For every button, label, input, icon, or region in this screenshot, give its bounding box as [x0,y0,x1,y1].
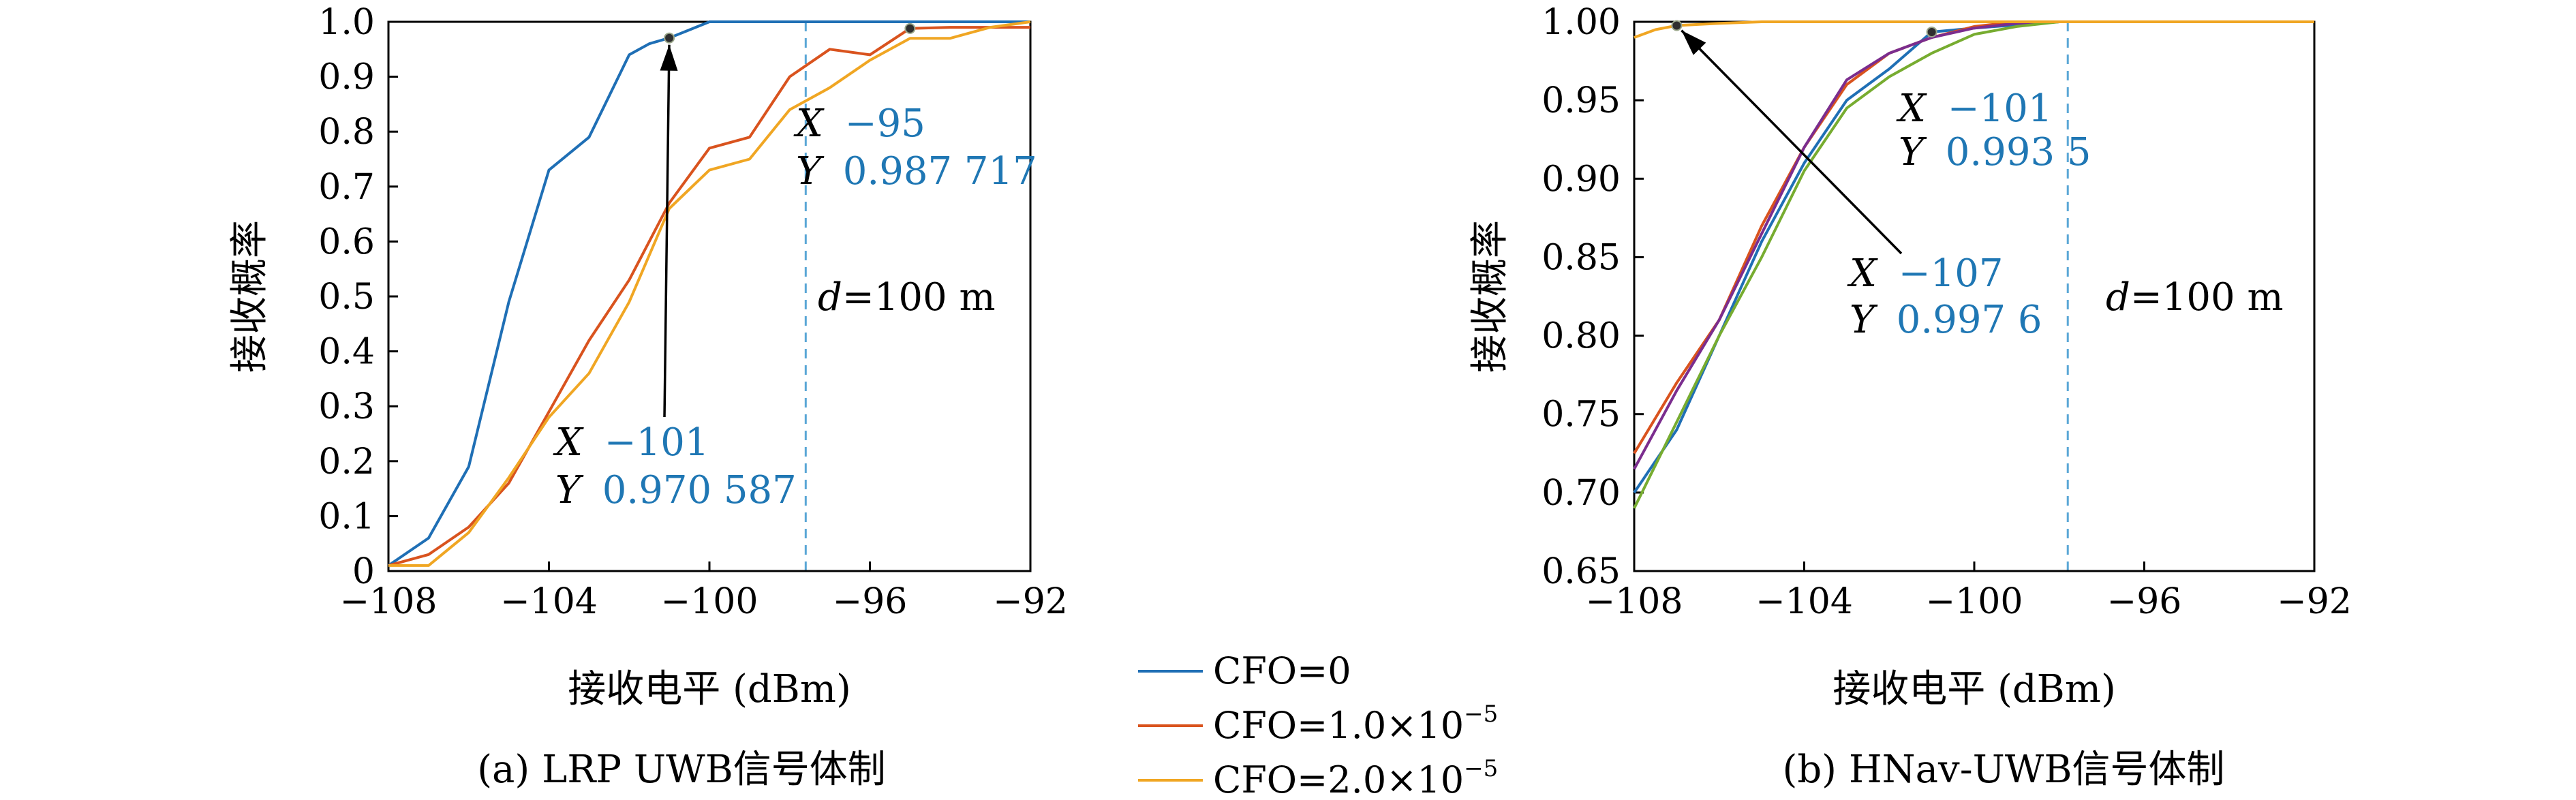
chart-panel-b: −108 −104 −100 −96 −92 0.65 0.70 0.75 0.80 0.85 0.… [1468,2,2352,792]
chart-b-distance-label: d=100 m [2106,275,2284,320]
chart-b-data-marker-1 [1926,26,1937,37]
chart-a-annotation-2-x: X −95 [793,102,925,146]
chart-b-xtick-label: −104 [1755,581,1853,622]
chart-a-ytick-label: 0.2 [318,442,375,482]
chart-a-annotation-2-y: Y 0.987 717 [796,149,1037,194]
chart-b-caption: (b) HNav-UWB信号体制 [1782,748,2224,792]
chart-b-ytick-label: 1.00 [1542,2,1621,43]
chart-a-ytick-label: 0.8 [318,112,375,153]
chart-a-series [387,20,1031,567]
chart-b-markers [1671,20,1937,37]
chart-a-distance-label: d=100 m [818,275,996,320]
chart-b-xtick-label: −92 [2277,581,2352,622]
chart-b-ytick-label: 0.80 [1542,316,1621,357]
chart-a-ytick-label: 0.9 [318,57,375,98]
chart-a-annotation-1-x: X −101 [553,420,709,465]
chart-b-annotation-2-y: Y 0.997 6 [1850,298,2042,342]
chart-a-series-line-3 [388,20,1031,567]
chart-b-ytick-label: 0.65 [1542,551,1621,592]
chart-a-ytick-label: 0.3 [318,386,375,427]
chart-a-series-line-1 [387,20,1030,567]
chart-b-ytick-label: 0.85 [1542,237,1621,278]
chart-a-ytick-label: 1.0 [318,2,375,43]
chart-b-arrows [1681,29,1903,255]
chart-a-ytick-label: 0.5 [318,277,375,318]
chart-a-ytick-label: 0 [352,551,375,592]
chart-panel-a: −108 −104 −100 −96 −92 0 0.1 0.2 0.3 0.4 0.5 0.6 0.7… [228,2,1068,792]
chart-a-xlabel: 接收电平 (dBm) [568,667,851,711]
chart-a-ytick-label: 0.6 [318,221,375,262]
chart-a-markers [664,22,916,44]
chart-a-ytick-label: 0.4 [318,332,375,373]
chart-a-arrows [660,44,678,418]
chart-b-annotation-1-x: X −101 [1896,87,2053,131]
chart-a-annotation-1-y: Y 0.970 587 [555,468,797,512]
chart-a-data-marker-2 [904,22,916,34]
chart-b-xtick-label: −100 [1926,581,2023,622]
chart-b-annotation-2-x: X −107 [1847,251,2004,296]
chart-b-series-line-5 [1634,20,2314,39]
chart-b-xlabel: 接收电平 (dBm) [1833,667,2116,711]
chart-b-annotation-arrow [1681,29,1903,255]
chart-a-data-marker-1 [664,32,675,44]
chart-a-ytick-label: 0.1 [318,496,375,537]
chart-a-xtick-label: −108 [340,581,438,622]
chart-b-ytick-label: 0.90 [1542,159,1621,200]
chart-a-xtick-label: −104 [500,581,598,622]
chart-b-data-marker-2 [1671,20,1683,31]
chart-b-ticks: −108 −104 −100 −96 −92 0.65 0.70 0.75 0.80 0.85 0.… [1542,2,2352,622]
chart-a-xtick-label: −100 [661,581,758,622]
chart-b-annotation-1-y: Y 0.993 5 [1899,130,2091,174]
chart-b-ytick-label: 0.95 [1542,80,1621,121]
chart-b-xtick-label: −108 [1586,581,1683,622]
chart-b-ylabel: 接收概率 [1468,220,1512,373]
chart-b-series [1633,20,2314,509]
chart-b-ytick-label: 0.75 [1542,395,1621,435]
legend-label-cfo-0: CFO=0 [1213,649,1351,692]
legend-label-cfo-1: CFO=1.0×10−5 [1213,701,1498,747]
chart-a-xtick-label: −92 [993,581,1068,622]
chart-a-annotation-arrowhead [660,44,678,71]
legend: CFO=0 CFO=1.0×10−5 CFO=2.0×10−5 [1138,649,1498,800]
chart-a-ticks: −108 −104 −100 −96 −92 0 0.1 0.2 0.3 0.4 0.5 0.6 0.7… [318,2,1068,622]
legend-label-cfo-2: CFO=2.0×10−5 [1213,755,1498,800]
chart-b-annotation-arrowhead [1681,30,1706,55]
chart-a-caption: (a) LRP UWB信号体制 [477,748,886,792]
chart-a-annotation-arrow [663,44,671,418]
chart-a-xtick-label: −96 [833,581,908,622]
chart-b-xtick-label: −96 [2107,581,2182,622]
chart-a-ylabel: 接收概率 [228,220,272,373]
chart-a-ytick-label: 0.7 [318,167,375,208]
chart-b-ytick-label: 0.70 [1542,473,1621,514]
